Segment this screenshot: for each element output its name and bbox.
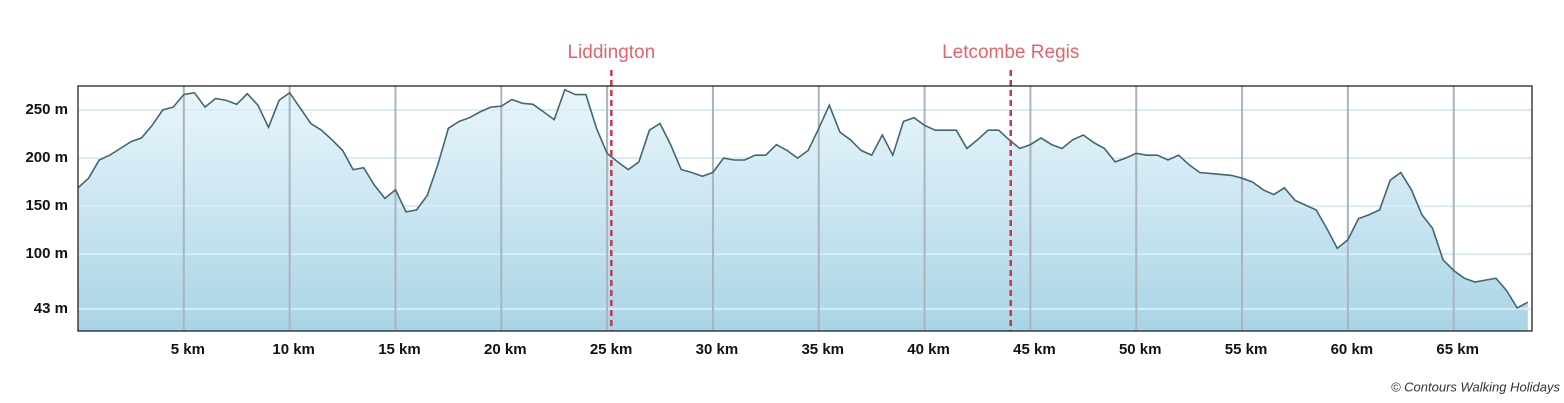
x-tick-label: 15 km — [378, 341, 421, 358]
x-tick-label: 45 km — [1013, 341, 1056, 358]
x-tick-label: 35 km — [801, 341, 844, 358]
x-tick-label: 25 km — [590, 341, 633, 358]
y-tick-label: 200 m — [25, 149, 68, 166]
x-tick-label: 55 km — [1225, 341, 1268, 358]
x-tick-label: 20 km — [484, 341, 527, 358]
y-tick-label: 43 m — [34, 300, 68, 317]
y-tick-label: 150 m — [25, 197, 68, 214]
x-tick-label: 65 km — [1436, 341, 1479, 358]
x-tick-label: 5 km — [171, 341, 205, 358]
x-tick-label: 50 km — [1119, 341, 1162, 358]
x-tick-label: 10 km — [272, 341, 315, 358]
y-tick-label: 100 m — [25, 245, 68, 262]
y-tick-label: 250 m — [25, 101, 68, 118]
elevation-line — [77, 88, 1529, 309]
area-fill — [78, 89, 1528, 331]
x-tick-label: 40 km — [907, 341, 950, 358]
x-tick-label: 60 km — [1331, 341, 1374, 358]
credit: © Contours Walking Holidays — [1391, 379, 1561, 394]
x-tick-label: 30 km — [696, 341, 739, 358]
marker-label: Liddington — [567, 42, 655, 63]
plot-border — [77, 85, 1533, 332]
marker-label: Letcombe Regis — [942, 42, 1079, 63]
